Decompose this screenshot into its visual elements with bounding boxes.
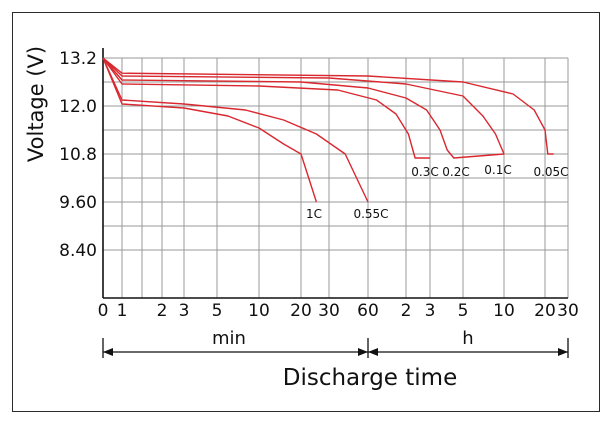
series-line-0_1C (102, 57, 505, 155)
x-tick-label: 30 (318, 301, 340, 321)
x-axis-label: Discharge time (283, 365, 457, 391)
series-line-0_3C (102, 57, 430, 159)
x-tick-label: 10 (248, 301, 270, 321)
series-label: 0.3C (411, 165, 438, 179)
y-tick-label: 13.2 (59, 49, 97, 69)
y-tick-label: 8.40 (59, 241, 97, 261)
dimension-arrow (558, 348, 568, 356)
series-line-1C (102, 57, 318, 203)
x-tick-label: 30 (557, 301, 579, 321)
x-tick-label: 1 (117, 301, 128, 321)
series-label: 1C (306, 207, 322, 221)
x-tick-label: 5 (212, 301, 223, 321)
series-label: 0.2C (442, 165, 469, 179)
series-label: 0.05C (533, 165, 568, 179)
segment-label-min: min (212, 328, 246, 349)
dimension-arrow (368, 348, 378, 356)
x-tick-label: 20 (290, 301, 312, 321)
y-axis-label: Voltage (V) (24, 46, 48, 162)
x-tick-label: 60 (357, 301, 379, 321)
axes: 13.212.010.89.608.400 1 2 3 5 10 20 30 60 2 3 5 10 20… (59, 48, 579, 358)
dimension-arrow (358, 348, 368, 356)
series-label: 0.55C (353, 207, 388, 221)
grid (102, 57, 569, 298)
x-tick-label: 3 (179, 301, 190, 321)
x-tick-label: 5 (458, 301, 469, 321)
x-tick-label: 20 (534, 301, 556, 321)
x-tick-label: 0 (98, 301, 109, 321)
x-tick-label: 2 (157, 301, 168, 321)
chart-frame (12, 12, 600, 412)
x-tick-label: 10 (493, 301, 515, 321)
series-group (102, 57, 554, 203)
series-line-0_05C (102, 57, 554, 155)
x-tick-label: 3 (425, 301, 436, 321)
labels-group: 1C 0.55C 0.3C 0.2C 0.1C 0.05C (306, 163, 569, 221)
dimension-arrow (103, 348, 113, 356)
y-tick-label: 10.8 (59, 145, 97, 165)
series-label: 0.1C (484, 163, 511, 177)
segment-label-h: h (462, 328, 473, 349)
series-line-0_55C (102, 57, 369, 203)
y-tick-label: 9.60 (59, 193, 97, 213)
series-line-0_2C (102, 57, 505, 159)
x-tick-label: 2 (401, 301, 412, 321)
y-tick-label: 12.0 (59, 97, 97, 117)
